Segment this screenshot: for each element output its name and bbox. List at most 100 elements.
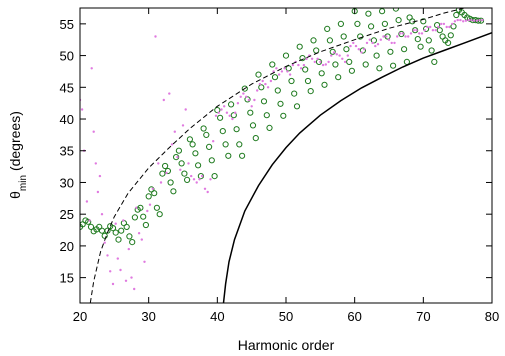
data-point-circle xyxy=(118,227,125,234)
data-point-dot xyxy=(478,18,481,22)
data-point-dot xyxy=(275,67,278,70)
data-point-dot xyxy=(135,206,138,209)
data-point-dot xyxy=(365,41,369,45)
data-point-dot xyxy=(360,51,363,54)
data-point-circle xyxy=(123,223,130,230)
y-axis-label-subscript: min xyxy=(18,175,29,191)
data-point-circle xyxy=(228,101,235,108)
tick-labels: 20 30 40 50 60 70 80 15 20 25 30 35 40 45 50 55 xyxy=(60,17,500,324)
data-point-dot xyxy=(423,29,426,32)
y-tick-label: 45 xyxy=(60,80,74,95)
data-point-circle xyxy=(192,150,199,157)
data-point-circle xyxy=(137,204,144,211)
data-point-dot xyxy=(203,187,207,190)
data-point-circle xyxy=(414,36,421,43)
data-point-dot xyxy=(404,35,407,38)
data-point-dot xyxy=(277,73,281,76)
data-point-circle xyxy=(335,74,342,81)
data-point-circle xyxy=(277,100,284,107)
data-point-dot xyxy=(407,35,410,38)
data-point-circle xyxy=(395,17,402,24)
data-point-dot xyxy=(201,174,204,178)
data-point-dot xyxy=(456,18,459,22)
data-point-dot xyxy=(151,187,154,190)
data-point-circle xyxy=(206,143,213,150)
data-point-circle xyxy=(170,188,177,195)
data-point-circle xyxy=(288,77,295,85)
axis-ticks xyxy=(79,8,493,303)
data-point-circle xyxy=(269,61,276,68)
plot-marks xyxy=(80,8,492,303)
data-point-dot xyxy=(327,60,330,64)
data-point-circle xyxy=(142,221,149,229)
data-point-dot xyxy=(288,73,292,76)
data-point-dot xyxy=(459,18,462,22)
data-point-circle xyxy=(239,152,246,159)
data-point-circle xyxy=(241,85,248,92)
data-point-circle xyxy=(271,74,279,81)
data-point-dot xyxy=(470,18,473,22)
x-tick-label: 40 xyxy=(210,309,224,324)
data-point-dot xyxy=(264,82,267,86)
data-point-dot xyxy=(209,178,212,181)
data-point-dot xyxy=(335,53,338,56)
data-point-dot xyxy=(88,219,91,222)
data-point-dot xyxy=(426,25,429,29)
data-point-circle xyxy=(293,103,301,110)
data-point-dot xyxy=(179,168,182,171)
data-point-dot xyxy=(92,130,95,133)
data-point-dot xyxy=(236,102,240,105)
data-point-dot xyxy=(111,282,115,286)
y-tick-label: 50 xyxy=(60,49,74,64)
data-point-dot xyxy=(472,19,476,22)
y-axis-label-unit: (degrees) xyxy=(7,111,23,175)
data-point-circle xyxy=(365,10,372,17)
y-tick-label: 40 xyxy=(60,112,74,127)
data-point-dot xyxy=(154,35,157,38)
data-point-circle xyxy=(178,160,185,167)
data-point-dot xyxy=(122,219,125,222)
data-point-circle xyxy=(98,227,106,234)
data-point-dot xyxy=(302,63,306,67)
data-point-dot xyxy=(354,44,358,48)
data-point-dot xyxy=(223,105,226,108)
data-point-circle xyxy=(450,23,457,30)
data-point-circle xyxy=(195,162,202,169)
x-tick-label: 20 xyxy=(73,309,87,324)
data-point-dot xyxy=(148,203,152,206)
data-point-circle xyxy=(307,88,314,95)
data-point-dot xyxy=(357,48,360,51)
y-tick-label: 30 xyxy=(60,175,74,190)
data-point-dot xyxy=(313,60,316,64)
x-tick-label: 50 xyxy=(279,309,293,324)
data-point-circle xyxy=(244,96,251,103)
data-point-dot xyxy=(464,19,468,22)
data-point-circle xyxy=(225,152,232,159)
data-point-circle xyxy=(112,229,119,236)
data-point-dot xyxy=(299,67,303,70)
data-point-circle xyxy=(219,128,226,135)
data-point-circle xyxy=(140,213,147,220)
data-point-dot xyxy=(442,22,446,26)
x-tick-label: 80 xyxy=(485,309,499,324)
data-point-circle xyxy=(249,122,257,129)
data-point-circle xyxy=(280,112,287,119)
data-point-dot xyxy=(409,32,413,35)
data-point-circle xyxy=(381,20,388,27)
data-point-dot xyxy=(184,108,187,111)
data-point-dot xyxy=(305,57,308,60)
data-point-dot xyxy=(250,105,253,108)
data-point-circle xyxy=(184,176,191,183)
x-tick-label: 30 xyxy=(141,309,155,324)
data-point-dot xyxy=(269,79,273,83)
data-point-dot xyxy=(96,190,100,194)
data-point-circle xyxy=(299,55,306,62)
dashed-curve-line xyxy=(89,8,465,303)
data-point-dot xyxy=(401,32,404,35)
data-point-circle xyxy=(329,48,336,55)
data-point-dot xyxy=(124,279,128,282)
data-point-dot xyxy=(412,29,415,32)
data-point-dot xyxy=(286,70,289,73)
data-point-circle xyxy=(447,32,454,39)
data-point-circle xyxy=(436,27,443,34)
